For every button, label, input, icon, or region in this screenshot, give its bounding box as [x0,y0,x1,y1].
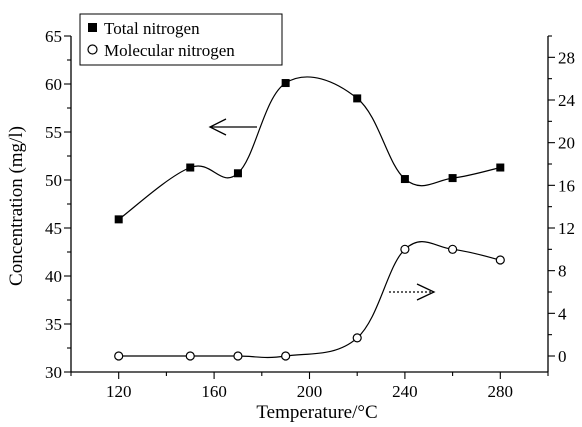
y-right-tick-label: 24 [558,91,576,110]
y-right-tick-label: 4 [558,304,567,323]
data-point-total-nitrogen [186,163,195,172]
y-axis-label-left: Concentration (mg/l) [6,126,27,286]
x-tick-label: 240 [392,382,418,401]
y-right-tick-label: 8 [558,262,567,281]
legend-label: Total nitrogen [104,19,200,38]
y-left-tick-label: 55 [45,123,62,142]
data-point-total-nitrogen [233,169,242,178]
y-left-tick-label: 40 [45,267,62,286]
data-point-molecular-nitrogen [233,351,243,361]
data-point-molecular-nitrogen [185,351,195,361]
data-point-molecular-nitrogen [400,244,410,254]
series-markers [114,79,505,361]
data-point-total-nitrogen [496,163,505,172]
x-tick-label: 280 [488,382,514,401]
data-point-molecular-nitrogen [495,255,505,265]
y-left-tick-label: 35 [45,315,62,334]
left-axis-arrow-head [208,118,227,136]
data-point-total-nitrogen [114,215,123,224]
y-left-tick-label: 65 [45,27,62,46]
ticks: 120 160 200 240 280 30 35 40 45 50 55 60 65 0 4 8 12 16 20… [45,27,576,401]
x-tick-label: 200 [297,382,323,401]
y-left-tick-label: 30 [45,363,62,382]
legend-label: Molecular nitrogen [104,41,235,60]
x-tick-label: 120 [106,382,132,401]
data-point-total-nitrogen [400,175,409,184]
legend-box [79,13,283,66]
y-right-tick-label: 16 [558,176,575,195]
legend-marker-square [88,23,97,32]
data-point-total-nitrogen [353,94,362,103]
data-point-total-nitrogen [448,174,457,183]
y-left-tick-label: 45 [45,219,62,238]
data-point-molecular-nitrogen [448,244,458,254]
series-line-1 [118,76,501,220]
y-right-tick-label: 28 [558,48,575,67]
x-tick-label: 160 [201,382,227,401]
y-left-tick-label: 60 [45,75,62,94]
right-axis-arrow-head [416,283,436,301]
axis-indicator-arrows [208,118,436,301]
y-left-tick-label: 50 [45,171,62,190]
y-right-tick-label: 20 [558,134,575,153]
data-point-molecular-nitrogen [281,351,291,361]
data-point-total-nitrogen [281,79,290,88]
axes [70,36,549,373]
legend-marker-circle [87,44,98,55]
data-point-molecular-nitrogen [114,351,124,361]
y-right-tick-label: 0 [558,347,567,366]
y-right-tick-label: 12 [558,219,575,238]
legend: Total nitrogen Molecular nitrogen [79,13,283,66]
series-curves [118,76,501,359]
series-line-2 [118,241,501,359]
x-axis-label: Temperature/°C [256,402,377,423]
data-point-molecular-nitrogen [352,333,362,343]
